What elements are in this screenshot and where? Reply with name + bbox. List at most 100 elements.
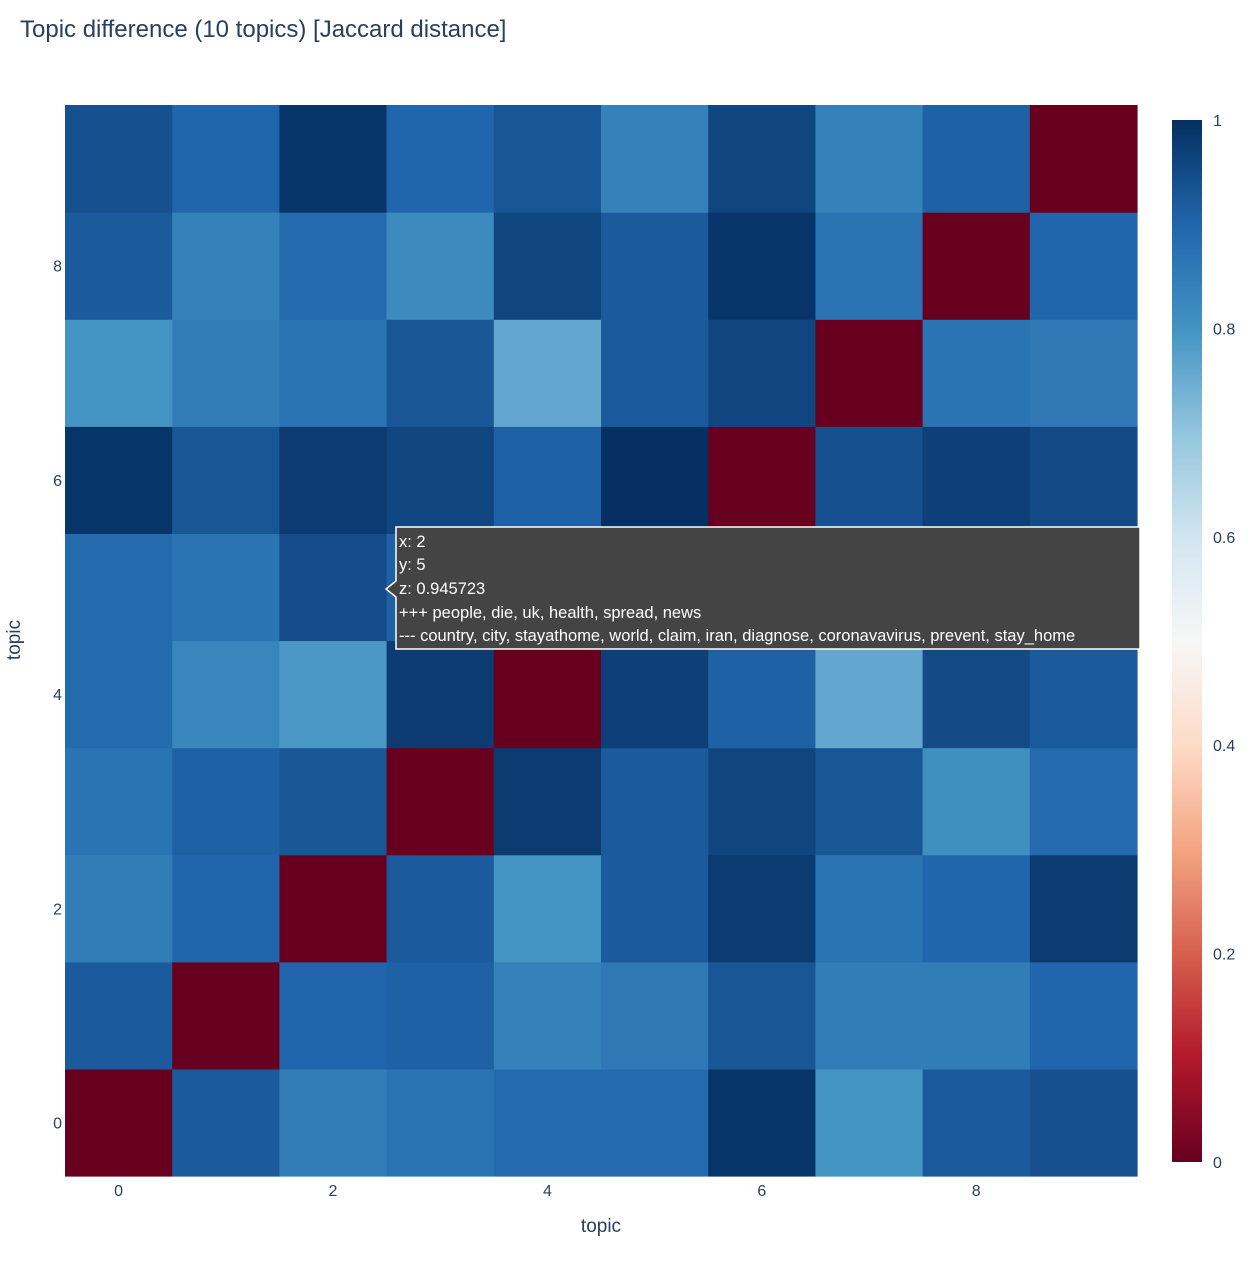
heatmap-cell[interactable] — [279, 533, 388, 642]
heatmap-cell[interactable] — [65, 426, 173, 534]
x-tick-label: 0 — [114, 1183, 123, 1200]
heatmap-cell[interactable] — [708, 640, 816, 749]
heatmap-cell[interactable] — [922, 1068, 1031, 1177]
heatmap-cell[interactable] — [815, 854, 924, 963]
heatmap-cell[interactable] — [815, 640, 924, 749]
heatmap-cell[interactable] — [493, 319, 602, 427]
heatmap-cell[interactable] — [815, 212, 924, 320]
heatmap-cell[interactable] — [601, 105, 709, 213]
heatmap-cell[interactable] — [386, 105, 495, 213]
heatmap-cell[interactable] — [922, 961, 1031, 1070]
heatmap-cell[interactable] — [279, 426, 388, 534]
heatmap-cell[interactable] — [493, 212, 602, 320]
heatmap-cell[interactable] — [493, 1068, 602, 1177]
heatmap-cell[interactable] — [172, 961, 280, 1070]
heatmap-cell[interactable] — [815, 319, 924, 427]
heatmap-cell[interactable] — [922, 640, 1031, 749]
heatmap-cell[interactable] — [386, 640, 495, 749]
heatmap-cell[interactable] — [1029, 319, 1138, 427]
heatmap-cell[interactable] — [172, 212, 280, 320]
heatmap-cell[interactable] — [708, 105, 816, 213]
heatmap-cell[interactable] — [708, 747, 816, 856]
heatmap-cell[interactable] — [279, 1068, 388, 1177]
heatmap-cell[interactable] — [386, 212, 495, 320]
heatmap-cell[interactable] — [493, 105, 602, 213]
heatmap-cell[interactable] — [1029, 854, 1138, 963]
heatmap-cell[interactable] — [65, 961, 173, 1070]
colorbar-tick-label: 0 — [1213, 1155, 1222, 1172]
heatmap-cell[interactable] — [279, 961, 388, 1070]
heatmap-cell[interactable] — [279, 319, 388, 427]
heatmap-cell[interactable] — [922, 105, 1031, 213]
heatmap-cell[interactable] — [172, 640, 280, 749]
heatmap-cell[interactable] — [922, 854, 1031, 963]
heatmap-cell[interactable] — [708, 212, 816, 320]
heatmap-cell[interactable] — [922, 747, 1031, 856]
heatmap-cell[interactable] — [279, 105, 388, 213]
heatmap-cell[interactable] — [279, 854, 388, 963]
hover-tooltip: x: 2 y: 5 z: 0.945723 +++ people, die, u… — [384, 526, 1141, 650]
heatmap-cell[interactable] — [386, 319, 495, 427]
heatmap-cell[interactable] — [815, 1068, 924, 1177]
heatmap-cell[interactable] — [1029, 747, 1138, 856]
heatmap-cell[interactable] — [601, 212, 709, 320]
heatmap-cell[interactable] — [172, 747, 280, 856]
heatmap-cell[interactable] — [815, 105, 924, 213]
heatmap-cell[interactable] — [708, 426, 816, 534]
heatmap-cell[interactable] — [493, 426, 602, 534]
heatmap-cell[interactable] — [922, 426, 1031, 534]
heatmap-cell[interactable] — [601, 426, 709, 534]
heatmap-cell[interactable] — [1029, 105, 1138, 213]
heatmap-cell[interactable] — [65, 640, 173, 749]
heatmap-cell[interactable] — [172, 105, 280, 213]
heatmap-cell[interactable] — [601, 747, 709, 856]
heatmap-cell[interactable] — [65, 747, 173, 856]
heatmap-cell[interactable] — [65, 212, 173, 320]
heatmap-cell[interactable] — [815, 426, 924, 534]
heatmap-cell[interactable] — [386, 747, 495, 856]
heatmap-cell[interactable] — [65, 533, 173, 642]
heatmap-cell[interactable] — [708, 1068, 816, 1177]
heatmap-cell[interactable] — [922, 212, 1031, 320]
heatmap-cell[interactable] — [601, 640, 709, 749]
heatmap-cell[interactable] — [922, 319, 1031, 427]
heatmap-cell[interactable] — [1029, 212, 1138, 320]
heatmap-cell[interactable] — [1029, 961, 1138, 1070]
heatmap-cell[interactable] — [493, 961, 602, 1070]
heatmap-cell[interactable] — [493, 747, 602, 856]
heatmap-cell[interactable] — [279, 640, 388, 749]
heatmap-cell[interactable] — [708, 319, 816, 427]
heatmap-cell[interactable] — [601, 1068, 709, 1177]
heatmap-cell[interactable] — [1029, 1068, 1138, 1177]
heatmap-cell[interactable] — [601, 854, 709, 963]
heatmap-cell[interactable] — [386, 961, 495, 1070]
heatmap-cell[interactable] — [1029, 640, 1138, 749]
heatmap-cell[interactable] — [172, 1068, 280, 1177]
heatmap-cell[interactable] — [65, 319, 173, 427]
colorbar-ticks: 0 0.2 0.4 0.6 0.8 1 — [1213, 113, 1235, 1172]
heatmap-cell[interactable] — [601, 961, 709, 1070]
heatmap-cell[interactable] — [65, 1068, 173, 1177]
heatmap-cell[interactable] — [1029, 426, 1138, 534]
heatmap-cell[interactable] — [708, 961, 816, 1070]
tooltip-x-line: x: 2 — [399, 533, 426, 551]
heatmap-cell[interactable] — [172, 533, 280, 642]
heatmap-cell[interactable] — [279, 747, 388, 856]
chart-title: Topic difference (10 topics) [Jaccard di… — [20, 16, 506, 43]
heatmap-cell[interactable] — [172, 319, 280, 427]
heatmap-cell[interactable] — [279, 212, 388, 320]
heatmap-cell[interactable] — [65, 105, 173, 213]
heatmap-cell[interactable] — [493, 640, 602, 749]
heatmap-cell[interactable] — [65, 854, 173, 963]
heatmap-cell[interactable] — [172, 426, 280, 534]
heatmap-cell[interactable] — [386, 854, 495, 963]
heatmap-cell[interactable] — [815, 961, 924, 1070]
heatmap-cell[interactable] — [386, 1068, 495, 1177]
heatmap-cell[interactable] — [493, 854, 602, 963]
heatmap-cell[interactable] — [708, 854, 816, 963]
colorbar-tick-label: 0.8 — [1213, 321, 1235, 338]
heatmap-cell[interactable] — [386, 426, 495, 534]
heatmap-cell[interactable] — [172, 854, 280, 963]
heatmap-cell[interactable] — [601, 319, 709, 427]
heatmap-cell[interactable] — [815, 747, 924, 856]
